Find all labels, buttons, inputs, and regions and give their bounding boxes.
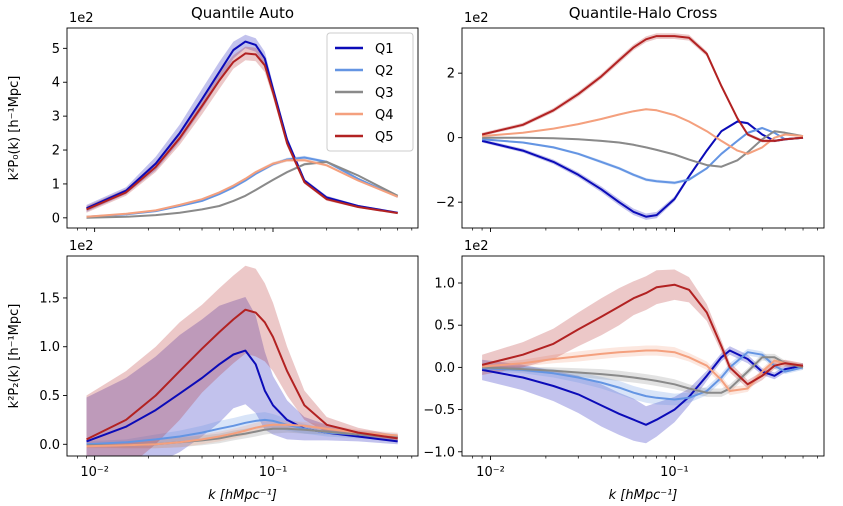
y-tick-label: 1.0 <box>39 340 60 355</box>
y-tick-label: 5 <box>52 42 60 57</box>
panel-cross-p0: −2 0 2 1e2 Quantile-Halo Cross <box>436 4 825 232</box>
y-axis-label: k²P₂(k) [h⁻¹Mpc] <box>7 304 22 409</box>
band-q5 <box>482 33 803 143</box>
series-line-q3 <box>482 130 804 168</box>
band-q2 <box>482 348 803 406</box>
series-line-q4 <box>86 159 399 218</box>
series-line-q5 <box>86 52 398 215</box>
panel-auto-p0: 0 1 2 3 4 5 1e2 Quantile Auto k²P₀(k) [h⁻¹Mpc] Q1… <box>7 4 419 232</box>
band-q3 <box>86 423 398 449</box>
y-tick-label: 0 <box>447 131 455 146</box>
y-tick-label: −0.5 <box>423 403 455 418</box>
y-tick-label: 4 <box>52 76 60 91</box>
y-tick-label: 2 <box>52 144 60 159</box>
panel-title: Quantile-Halo Cross <box>569 4 718 22</box>
x-axis-label: k [hMpc⁻¹] <box>609 488 678 503</box>
y-tick-label: 3 <box>52 110 60 125</box>
y-tick-label: −1.0 <box>423 445 455 460</box>
y-tick-label: 2 <box>447 67 455 82</box>
legend-box <box>326 32 414 152</box>
band-q1 <box>86 297 398 456</box>
band-q3 <box>482 353 803 397</box>
axes-frame <box>66 27 419 229</box>
series-line-q5 <box>86 308 398 441</box>
x-axis-label: k [hMpc⁻¹] <box>208 488 277 503</box>
y-tick-label: 0.0 <box>434 361 455 376</box>
series-line-q2 <box>482 127 804 184</box>
legend-label-q3: Q3 <box>375 86 394 101</box>
y-axis-label: k²P₀(k) [h⁻¹Mpc] <box>7 76 22 181</box>
panel-cross-p2: −1.0 −0.5 0.0 0.5 1.0 10⁻² 10⁻¹ 1e2 k [hMpc⁻¹] <box>423 239 825 503</box>
y-tick-label: 1.0 <box>434 277 455 292</box>
band-q5 <box>86 265 398 456</box>
scale-label: 1e2 <box>69 11 94 26</box>
axes-frame <box>461 27 825 229</box>
band-q5 <box>482 269 803 389</box>
series-line-q5 <box>481 283 804 386</box>
legend-label-q5: Q5 <box>375 130 394 145</box>
series-line-q3 <box>482 356 804 394</box>
legend-label-q2: Q2 <box>375 64 394 79</box>
y-tick-label: 0.5 <box>434 319 455 334</box>
y-tick-label: 1 <box>52 177 60 192</box>
y-tick-label: 0 <box>52 211 60 226</box>
axes-frame <box>461 255 825 457</box>
x-tick-label: 10⁻¹ <box>660 465 689 480</box>
band-q3 <box>482 130 803 168</box>
series-line-q2 <box>482 351 804 401</box>
plot-area <box>481 269 804 444</box>
y-tick-label: 1.5 <box>39 291 60 306</box>
series-line-q1 <box>481 120 804 218</box>
legend-label-q4: Q4 <box>375 108 394 123</box>
y-tick-label: 0.5 <box>39 389 60 404</box>
axes-frame <box>66 255 419 457</box>
y-tick-label: 0.0 <box>39 438 60 453</box>
band-q1 <box>482 120 803 220</box>
series-line-q1 <box>86 40 398 214</box>
legend-label-q1: Q1 <box>375 42 394 57</box>
series-line-q4 <box>86 423 398 448</box>
panel-auto-p2: 0.0 0.5 1.0 1.5 10⁻² 10⁻¹ 1e2 k [hMpc⁻¹] k²P₂(k)… <box>7 239 419 503</box>
plot-area <box>86 265 398 456</box>
series-line-q4 <box>482 108 804 155</box>
series-line-q5 <box>481 35 804 142</box>
x-tick-label: 10⁻² <box>476 465 505 480</box>
series-line-q4 <box>482 349 804 392</box>
y-tick-label: −2 <box>436 196 455 211</box>
scale-label: 1e2 <box>464 11 489 26</box>
legend: Q1 Q2 Q3 Q4 Q5 <box>326 32 414 152</box>
plot-area <box>481 33 804 220</box>
x-tick-label: 10⁻² <box>80 465 109 480</box>
plot-area <box>86 34 399 219</box>
x-tick-label: 10⁻¹ <box>259 465 288 480</box>
scale-label: 1e2 <box>464 239 489 254</box>
band-q2 <box>482 126 803 185</box>
scale-label: 1e2 <box>69 239 94 254</box>
panel-title: Quantile Auto <box>191 4 294 22</box>
